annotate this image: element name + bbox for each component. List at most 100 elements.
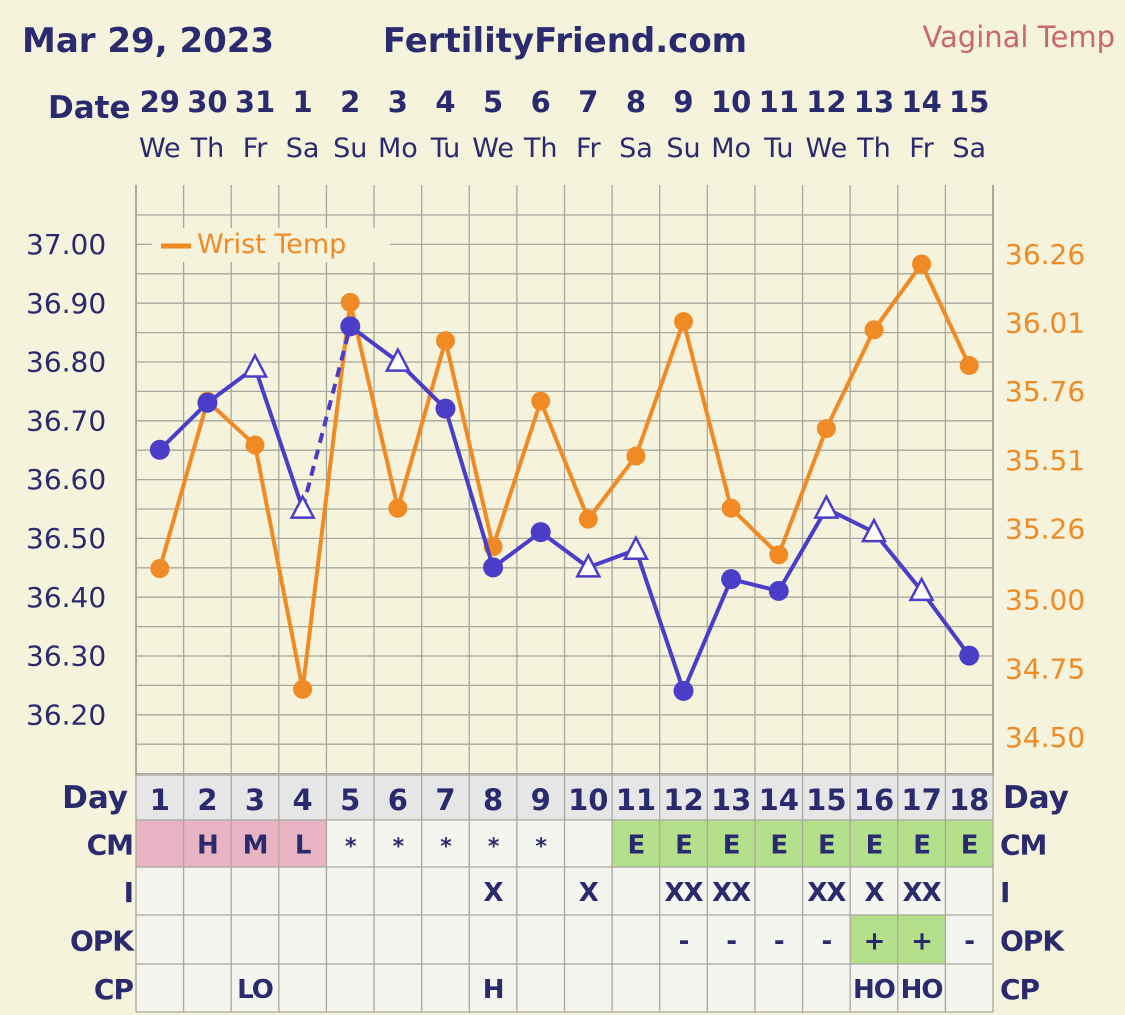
cycle-day-number: 13	[711, 783, 751, 817]
date-number: 31	[235, 85, 275, 119]
obs-cell	[897, 964, 946, 1012]
wrist-temp-point	[864, 320, 884, 340]
obs-cell	[564, 820, 613, 867]
obs-value: X	[579, 878, 599, 908]
wrist-temp-point	[150, 559, 170, 579]
weekday-label: Sa	[286, 133, 320, 164]
left-axis-tick: 36.60	[26, 463, 106, 496]
obs-value: +	[864, 927, 885, 957]
obs-cell	[659, 867, 708, 915]
obs-value: -	[964, 927, 974, 957]
obs-value: +	[911, 927, 932, 957]
obs-value: X	[864, 878, 884, 908]
right-tick-backdrop	[997, 647, 1125, 688]
cycle-day-number: 9	[531, 783, 551, 817]
weekday-label: We	[139, 133, 181, 164]
obs-cell	[564, 867, 613, 915]
obs-cell	[564, 964, 613, 1012]
vaginal-temp-open-point	[622, 535, 649, 561]
vaginal-temp-open-point	[384, 346, 411, 372]
obs-value: E	[913, 831, 930, 861]
right-axis-tick: 36.01	[1005, 307, 1085, 340]
obs-cell	[659, 964, 708, 1012]
left-axis-tick: 37.00	[26, 228, 106, 261]
obs-cell	[612, 964, 660, 1012]
obs-value: XX	[807, 878, 846, 908]
obs-value: H	[197, 831, 218, 861]
wrist-temp-point	[293, 679, 313, 699]
obs-cell	[326, 820, 375, 867]
obs-cell	[802, 867, 851, 915]
obs-cell	[374, 964, 422, 1012]
weekday-label: Su	[333, 133, 367, 164]
obs-cell	[278, 964, 327, 1012]
obs-cell	[754, 915, 803, 964]
vaginal-temp-open-point	[908, 576, 935, 602]
obs-cell	[278, 915, 327, 964]
date-number: 5	[483, 85, 503, 119]
obs-value: H	[483, 975, 504, 1005]
obs-cell	[183, 820, 232, 867]
obs-value: *	[440, 835, 452, 860]
right-axis-tick: 34.50	[1005, 721, 1085, 754]
temp-type-label: Vaginal Temp	[922, 20, 1115, 54]
left-axis-tick: 36.70	[26, 404, 106, 437]
date-row-label: Date	[48, 90, 131, 126]
obs-cell	[136, 820, 184, 867]
weekday-label: We	[472, 133, 514, 164]
obs-value: E	[628, 831, 645, 861]
date-number: 10	[711, 85, 751, 119]
right-tick-backdrop	[997, 301, 1125, 342]
vaginal-temp-point	[673, 680, 694, 701]
obs-cell	[278, 820, 327, 867]
obs-value: E	[770, 831, 787, 861]
obs-cell	[183, 915, 232, 964]
right-axis-tick: 35.51	[1005, 444, 1085, 477]
plot-area: 37.00 36.90 36.80 36.70 36.60 36.50 36.40 36.30…	[26, 185, 1125, 775]
obs-cell	[945, 867, 993, 915]
obs-row-label-left: I	[124, 876, 133, 909]
wrist-temp-point	[769, 545, 789, 565]
obs-cell	[469, 867, 517, 915]
obs-value: -	[821, 927, 831, 957]
chart-date: Mar 29, 2023	[22, 21, 274, 61]
cycle-day-number: 5	[340, 783, 360, 817]
obs-row-label-right: CM	[1000, 829, 1046, 862]
left-axis-tick: 36.20	[26, 698, 106, 731]
date-number: 4	[435, 85, 455, 119]
obs-cell	[707, 820, 755, 867]
obs-cell	[231, 820, 279, 867]
cycle-day-number: 2	[197, 783, 217, 817]
vaginal-temp-segment	[777, 507, 829, 592]
cycle-day-number: 15	[806, 783, 846, 817]
obs-cell	[707, 867, 755, 915]
date-number: 12	[806, 85, 846, 119]
date-number: 2	[340, 85, 360, 119]
vaginal-temp-point	[530, 522, 551, 543]
obs-value: M	[243, 831, 268, 861]
obs-cell	[802, 915, 851, 964]
obs-cell	[374, 867, 422, 915]
obs-cell	[516, 867, 565, 915]
obs-cell	[850, 915, 898, 964]
obs-value: XX	[712, 878, 751, 908]
obs-value: XX	[664, 878, 703, 908]
vaginal-temp-open-point	[860, 517, 888, 543]
right-axis-tick: 35.76	[1005, 375, 1085, 408]
obs-value: -	[679, 927, 689, 957]
weekday-label: Su	[666, 133, 700, 164]
weekday-label: Th	[523, 133, 558, 164]
obs-cell	[421, 964, 470, 1012]
weekday-label: Mo	[711, 133, 751, 164]
obs-cell	[326, 964, 375, 1012]
vaginal-temp-open-point	[813, 493, 840, 519]
obs-row-label-right: I	[1000, 876, 1009, 909]
obs-cell	[612, 867, 660, 915]
vaginal-temp-point	[959, 645, 980, 666]
obs-value: *	[345, 835, 357, 860]
date-number: 8	[626, 85, 646, 119]
date-number: 29	[140, 85, 180, 119]
site-name: FertilityFriend.com	[383, 21, 747, 61]
obs-cell	[897, 915, 946, 964]
